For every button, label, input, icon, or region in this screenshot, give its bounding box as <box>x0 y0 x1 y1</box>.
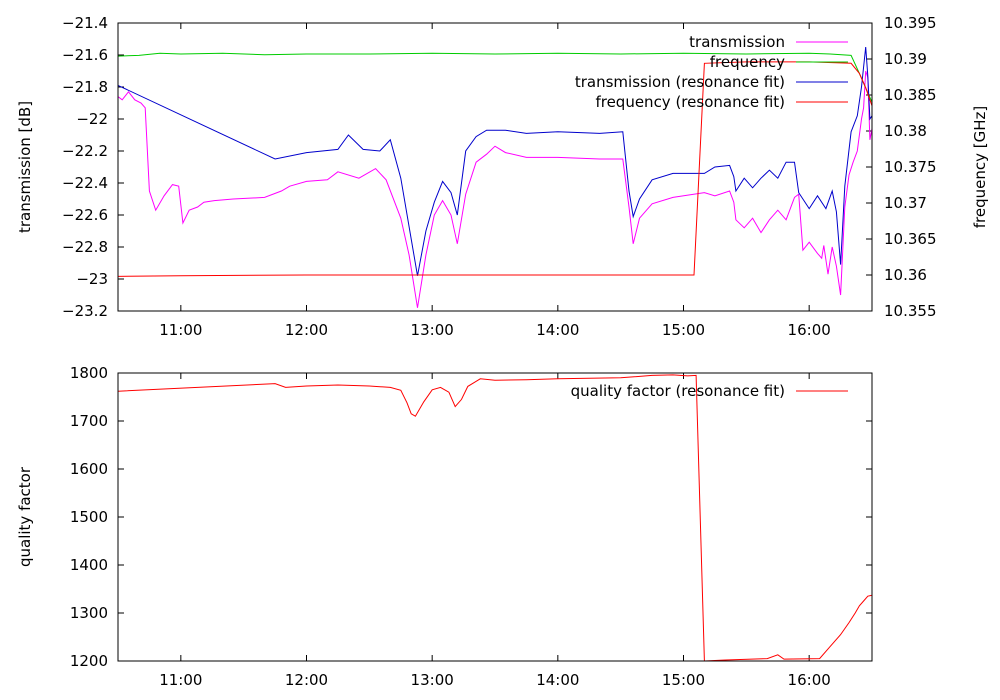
y-tick-label: 1300 <box>70 604 108 622</box>
bottom-y-axis-label: quality factor <box>16 466 34 567</box>
y2-tick-label: 10.38 <box>884 122 927 140</box>
y-tick-label: −21.6 <box>62 46 108 64</box>
series-line-frequency <box>118 52 872 103</box>
y-tick-label: −23.2 <box>62 302 108 320</box>
x-tick-label: 13:00 <box>411 321 454 339</box>
y2-tick-label: 10.36 <box>884 266 927 284</box>
quality-factor-chart: 11:00 12:00 13:00 14:00 15:00 16:00 1800 1700 16… <box>16 364 873 689</box>
y2-tick-label: 10.385 <box>884 86 937 104</box>
bottom-chart-series <box>118 374 872 661</box>
y-tick-label: 1800 <box>70 364 108 382</box>
top-plot-frame <box>117 22 873 312</box>
x-tick-label: 15:00 <box>662 321 705 339</box>
top-chart-legend: transmission frequency transmission (reson… <box>575 33 848 111</box>
x-tick-label: 12:00 <box>285 671 328 689</box>
y-tick-label: −22.4 <box>62 174 108 192</box>
bottom-chart-ticks: 11:00 12:00 13:00 14:00 15:00 16:00 1800 1700 16… <box>70 364 872 689</box>
bottom-chart-legend: quality factor (resonance fit) <box>571 382 848 400</box>
y2-tick-label: 10.355 <box>884 302 937 320</box>
series-line-frequency-resonance-fit- <box>118 61 872 277</box>
top-y2-axis-label: frequency [GHz] <box>971 106 989 228</box>
legend-label: transmission <box>689 33 785 51</box>
y-tick-label: −22.8 <box>62 238 108 256</box>
y2-tick-label: 10.365 <box>884 230 937 248</box>
x-tick-label: 15:00 <box>662 671 705 689</box>
legend-label: frequency <box>710 53 785 71</box>
x-tick-label: 14:00 <box>536 321 579 339</box>
x-tick-label: 14:00 <box>536 671 579 689</box>
x-tick-label: 12:00 <box>285 321 328 339</box>
y-tick-label: 1200 <box>70 652 108 670</box>
series-line-transmission <box>118 70 872 308</box>
x-tick-label: 13:00 <box>411 671 454 689</box>
y-tick-label: 1500 <box>70 508 108 526</box>
y-tick-label: 1700 <box>70 412 108 430</box>
y-tick-label: 1400 <box>70 556 108 574</box>
y2-tick-label: 10.39 <box>884 50 927 68</box>
y-tick-label: −22 <box>76 110 108 128</box>
top-chart-series <box>118 46 872 308</box>
legend-label: transmission (resonance fit) <box>575 73 785 91</box>
y-tick-label: −22.2 <box>62 142 108 160</box>
legend-label: quality factor (resonance fit) <box>571 382 785 400</box>
series-line-transmission-resonance-fit- <box>118 46 872 276</box>
y2-tick-label: 10.395 <box>884 14 937 32</box>
x-tick-label: 16:00 <box>788 671 831 689</box>
y2-tick-label: 10.37 <box>884 194 927 212</box>
y2-tick-label: 10.375 <box>884 158 937 176</box>
series-line-quality-factor-resonance-fit- <box>118 374 872 661</box>
x-tick-label: 11:00 <box>159 671 202 689</box>
bottom-plot-frame <box>117 372 873 662</box>
top-chart-ticks: 11:00 12:00 13:00 14:00 15:00 16:00 −21.4 −21.6… <box>62 14 936 339</box>
y-tick-label: −21.8 <box>62 78 108 96</box>
legend-label: frequency (resonance fit) <box>595 93 785 111</box>
x-tick-label: 11:00 <box>159 321 202 339</box>
y-tick-label: −23 <box>76 270 108 288</box>
top-y-axis-label: transmission [dB] <box>16 101 34 233</box>
x-tick-label: 16:00 <box>788 321 831 339</box>
y-tick-label: 1600 <box>70 460 108 478</box>
y-tick-label: −21.4 <box>62 14 108 32</box>
y-tick-label: −22.6 <box>62 206 108 224</box>
transmission-frequency-chart: 11:00 12:00 13:00 14:00 15:00 16:00 −21.4 −21.6… <box>16 14 989 339</box>
